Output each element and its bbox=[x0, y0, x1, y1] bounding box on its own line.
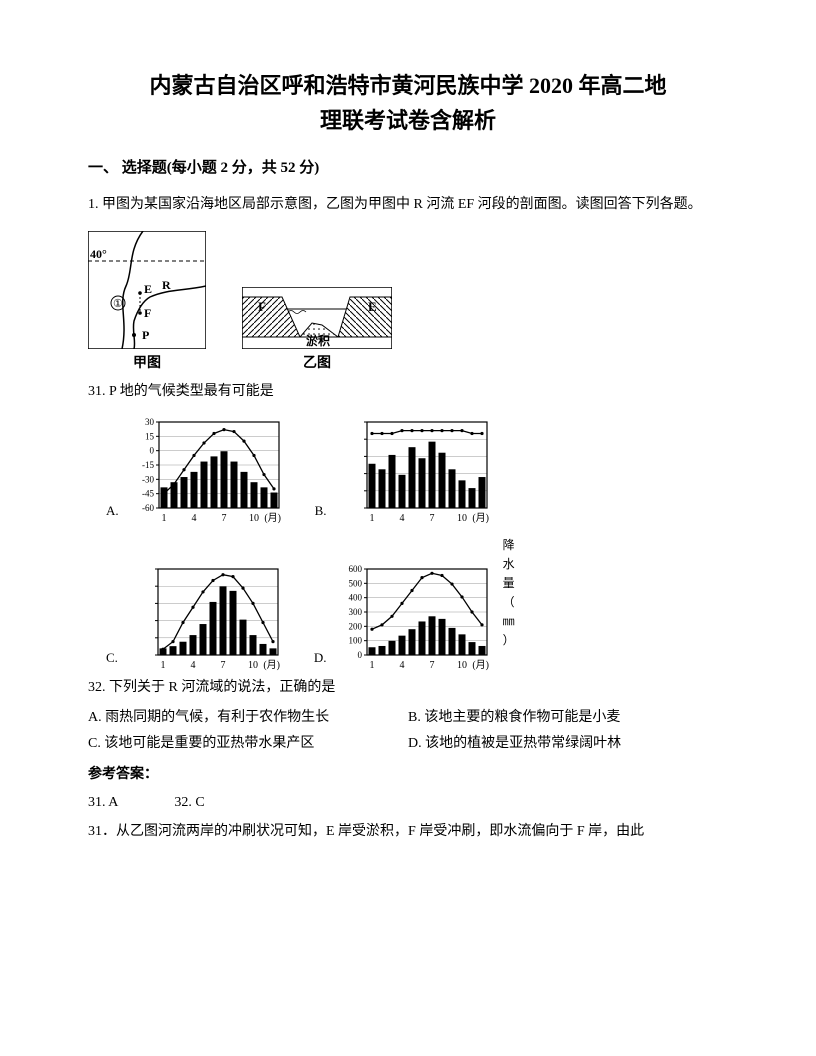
svg-text:1: 1 bbox=[369, 660, 374, 671]
svg-text:-30: -30 bbox=[142, 474, 154, 484]
svg-text:①: ① bbox=[113, 298, 123, 310]
svg-text:40°: 40° bbox=[90, 247, 107, 261]
svg-text:10: 10 bbox=[248, 660, 258, 671]
option-label-d: D. bbox=[314, 648, 327, 671]
climate-chart-d: 600 500 400 300 200 100 01 4 7 10 (月) bbox=[333, 563, 493, 671]
profile-figure: F E 淤积 bbox=[242, 287, 392, 349]
chart-d-axis-label: 降水量（㎜） bbox=[503, 536, 515, 651]
figure-profile-col: F E 淤积 乙图 bbox=[242, 287, 392, 375]
svg-text:4: 4 bbox=[399, 660, 404, 671]
svg-text:-45: -45 bbox=[142, 488, 154, 498]
svg-text:300: 300 bbox=[348, 607, 362, 617]
precip-label: 降水量（㎜） bbox=[503, 536, 515, 651]
svg-text:E: E bbox=[144, 282, 152, 296]
map-caption: 甲图 bbox=[133, 353, 161, 375]
svg-text:7: 7 bbox=[429, 660, 434, 671]
svg-text:7: 7 bbox=[221, 513, 226, 524]
svg-text:600: 600 bbox=[348, 564, 362, 574]
question-31: 31. P 地的气候类型最有可能是 bbox=[88, 381, 728, 403]
chart-row-cd: C. 14710(月) D. 600500400300200100014710(… bbox=[106, 536, 728, 671]
climate-chart-c: 1 4 7 10 (月) bbox=[124, 563, 284, 671]
answer-31: 31. A bbox=[88, 795, 118, 810]
svg-text:500: 500 bbox=[348, 578, 362, 588]
chart-row-ab: A. 30 15 0 -15 -30 -45 -60 1 4 7 10 (月) B. 1 4 7 10 (月) bbox=[106, 416, 728, 524]
climate-chart-a: 30 15 0 -15 -30 -45 -60 1 4 7 10 (月) bbox=[125, 416, 285, 524]
svg-text:4: 4 bbox=[190, 660, 195, 671]
svg-text:(月): (月) bbox=[264, 512, 281, 524]
figure-map-col: 40° ERFP ① 甲图 bbox=[88, 231, 206, 375]
answer-heading: 参考答案： bbox=[88, 764, 728, 786]
question-32: 32. 下列关于 R 河流域的说法，正确的是 bbox=[88, 677, 728, 699]
chart-cell-c: C. 1 4 7 10 (月) bbox=[106, 563, 284, 671]
answer-line: 31. A 32. C bbox=[88, 792, 728, 814]
svg-text:(月): (月) bbox=[263, 659, 280, 671]
svg-text:F: F bbox=[144, 306, 151, 320]
svg-text:淤积: 淤积 bbox=[306, 333, 330, 348]
option-label-c: C. bbox=[106, 648, 118, 671]
svg-text:400: 400 bbox=[348, 592, 362, 602]
svg-text:0: 0 bbox=[357, 650, 362, 660]
svg-text:7: 7 bbox=[429, 513, 434, 524]
svg-text:-60: -60 bbox=[142, 503, 154, 513]
section-heading: 一、 选择题(每小题 2 分，共 52 分) bbox=[88, 156, 728, 180]
option-label-b: B. bbox=[315, 501, 327, 524]
svg-text:(月): (月) bbox=[472, 512, 489, 524]
q32-opt-b: B. 该地主要的粮食作物可能是小麦 bbox=[408, 705, 728, 731]
svg-text:E: E bbox=[368, 299, 377, 314]
option-label-a: A. bbox=[106, 501, 119, 524]
chart-cell-d: D. 600 500 400 300 200 100 01 4 7 10 (月) 降水量（㎜） bbox=[314, 536, 515, 671]
svg-text:15: 15 bbox=[145, 431, 155, 441]
answer-32: 32. C bbox=[174, 795, 204, 810]
q32-opt-c: C. 该地可能是重要的亚热带水果产区 bbox=[88, 731, 408, 757]
svg-text:30: 30 bbox=[145, 417, 155, 427]
profile-caption: 乙图 bbox=[303, 353, 331, 375]
svg-text:1: 1 bbox=[160, 660, 165, 671]
svg-text:200: 200 bbox=[348, 621, 362, 631]
title-line-1: 内蒙古自治区呼和浩特市黄河民族中学 2020 年高二地 bbox=[88, 68, 728, 103]
svg-text:0: 0 bbox=[149, 445, 154, 455]
svg-text:1: 1 bbox=[369, 513, 374, 524]
figure-row: 40°ERFP① 甲图 FE淤积 乙图 bbox=[88, 231, 728, 375]
svg-text:F: F bbox=[258, 299, 266, 314]
climate-chart-b: 1 4 7 10 (月) bbox=[333, 416, 493, 524]
svg-text:R: R bbox=[162, 278, 171, 292]
svg-text:7: 7 bbox=[220, 660, 225, 671]
svg-text:1: 1 bbox=[161, 513, 166, 524]
question-32-options: A. 雨热同期的气候，有利于农作物生长 B. 该地主要的粮食作物可能是小麦 C.… bbox=[88, 705, 728, 758]
q32-opt-d: D. 该地的植被是亚热带常绿阔叶林 bbox=[408, 731, 728, 757]
title-line-2: 理联考试卷含解析 bbox=[88, 103, 728, 138]
q32-opt-a: A. 雨热同期的气候，有利于农作物生长 bbox=[88, 705, 408, 731]
chart-cell-b: B. 1 4 7 10 (月) bbox=[315, 416, 493, 524]
svg-text:P: P bbox=[142, 328, 149, 342]
svg-text:10: 10 bbox=[457, 513, 467, 524]
map-figure: 40° ERFP ① bbox=[88, 231, 206, 349]
question-1-intro: 1. 甲图为某国家沿海地区局部示意图，乙图为甲图中 R 河流 EF 河段的剖面图… bbox=[88, 194, 728, 216]
svg-text:4: 4 bbox=[399, 513, 404, 524]
explanation-31: 31．从乙图河流两岸的冲刷状况可知，E 岸受淤积，F 岸受冲刷，即水流偏向于 F… bbox=[88, 821, 728, 843]
svg-text:10: 10 bbox=[249, 513, 259, 524]
svg-text:-15: -15 bbox=[142, 460, 154, 470]
page-title: 内蒙古自治区呼和浩特市黄河民族中学 2020 年高二地 理联考试卷含解析 bbox=[88, 68, 728, 138]
svg-text:10: 10 bbox=[457, 660, 467, 671]
chart-cell-a: A. 30 15 0 -15 -30 -45 -60 1 4 7 10 (月) bbox=[106, 416, 285, 524]
svg-text:4: 4 bbox=[191, 513, 196, 524]
svg-text:(月): (月) bbox=[472, 659, 489, 671]
svg-text:100: 100 bbox=[348, 635, 362, 645]
